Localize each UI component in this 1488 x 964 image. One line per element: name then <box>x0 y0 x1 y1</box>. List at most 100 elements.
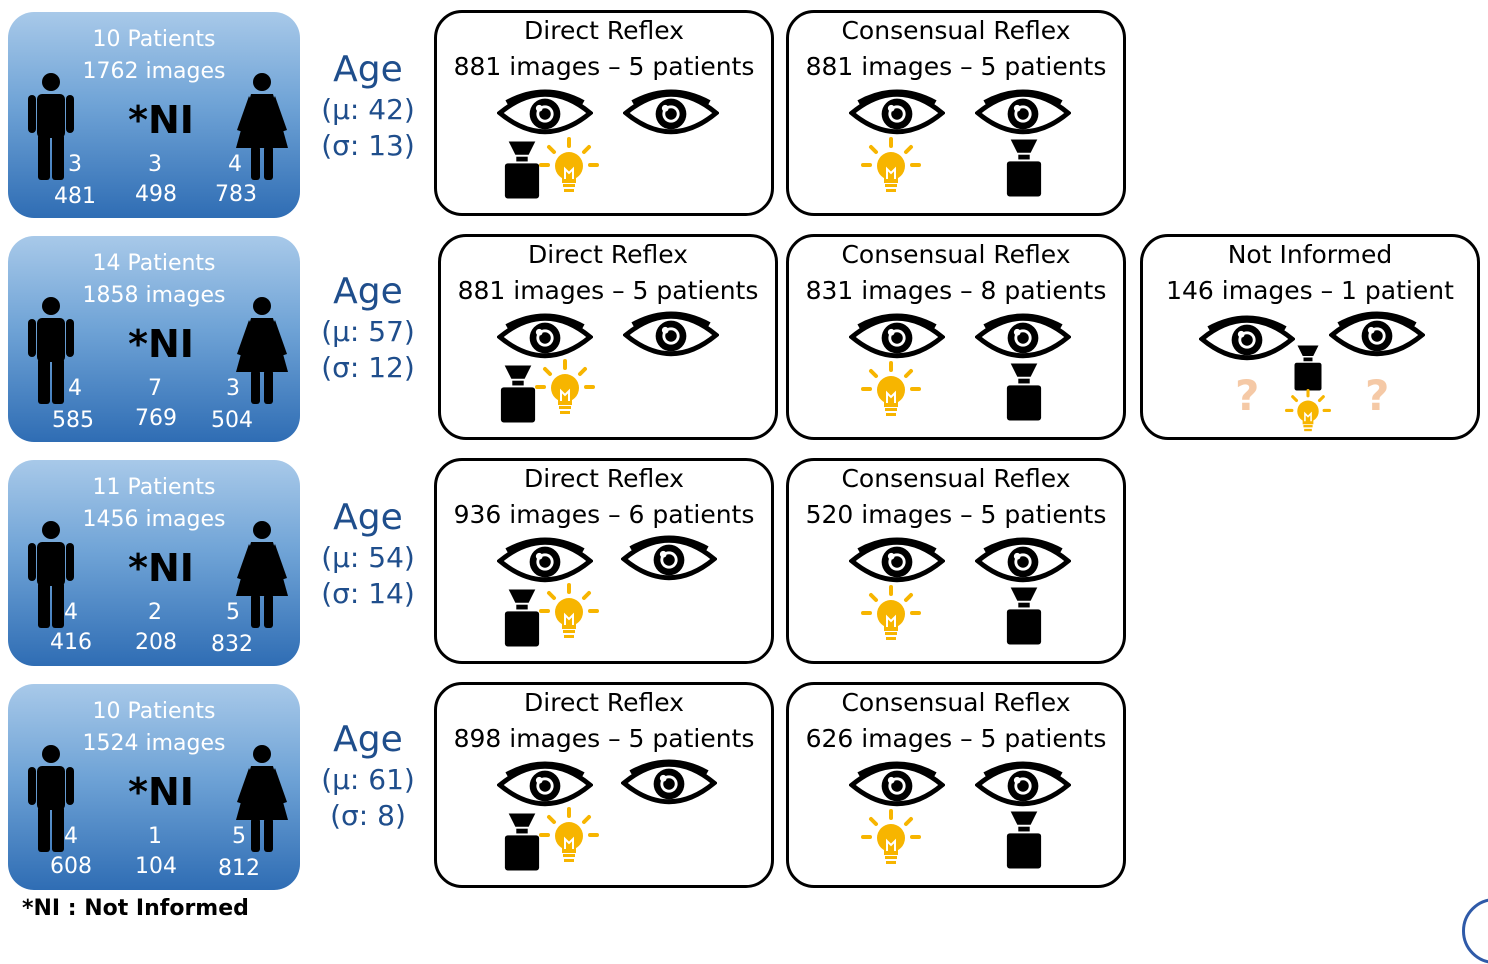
consensual-reflex-box-1: Consensual Reflex 881 images – 5 patient… <box>786 10 1126 216</box>
dataset-panel-1: 10 Patients 1762 images *NI 3 3 4 481 49… <box>8 12 300 218</box>
eye-icon <box>975 313 1071 361</box>
corner-decoration <box>1462 898 1488 964</box>
direct-reflex-box-4: Direct Reflex 898 images – 5 patients <box>434 682 774 888</box>
age-mean: (μ: 61) <box>321 763 415 796</box>
eye-icon <box>849 89 945 137</box>
light-bulb-icon <box>861 585 921 645</box>
box-title: Not Informed <box>1227 240 1393 269</box>
ni-mark: *NI <box>128 322 194 366</box>
female-images: 812 <box>218 856 260 881</box>
ni-count: 7 <box>148 376 162 401</box>
eye-icon <box>1329 311 1425 359</box>
female-images: 504 <box>211 408 253 433</box>
age-summary-2: Age (μ: 57) (σ: 12) <box>312 270 424 386</box>
patients-count: 14 Patients <box>92 251 216 276</box>
age-mean: (μ: 57) <box>321 315 415 348</box>
eye-icon <box>849 313 945 361</box>
camera-icon <box>1293 345 1323 391</box>
male-count: 4 <box>64 600 78 625</box>
consensual-reflex-box-3: Consensual Reflex 520 images – 5 patient… <box>786 458 1126 664</box>
eye-icon <box>975 89 1071 137</box>
camera-icon <box>503 813 541 871</box>
eye-icon <box>1199 315 1295 363</box>
consensual-reflex-box-4: Consensual Reflex 626 images – 5 patient… <box>786 682 1126 888</box>
box-title: Consensual Reflex <box>841 240 1071 269</box>
camera-icon <box>1005 811 1043 869</box>
male-images: 608 <box>50 854 92 879</box>
female-figure-icon <box>234 296 290 406</box>
camera-icon <box>1005 139 1043 197</box>
light-bulb-icon <box>861 137 921 197</box>
box-title: Consensual Reflex <box>841 688 1071 717</box>
eye-icon <box>621 759 717 807</box>
box-title: Direct Reflex <box>528 240 688 269</box>
ni-images: 104 <box>135 854 177 879</box>
eye-icon <box>975 537 1071 585</box>
eye-icon <box>623 311 719 359</box>
male-images: 585 <box>52 408 94 433</box>
eye-icon <box>497 313 593 361</box>
light-bulb-icon <box>539 807 599 867</box>
female-figure-icon <box>234 72 290 182</box>
direct-reflex-box-3: Direct Reflex 936 images – 6 patients <box>434 458 774 664</box>
male-count: 4 <box>68 376 82 401</box>
images-count: 1858 images <box>82 283 226 308</box>
eye-icon <box>849 537 945 585</box>
light-bulb-icon <box>535 359 595 419</box>
question-mark-icon: ? <box>1365 371 1390 420</box>
ni-footnote: *NI : Not Informed <box>22 896 249 921</box>
images-count: 1524 images <box>82 731 226 756</box>
eye-icon <box>497 537 593 585</box>
box-subtitle: 898 images – 5 patients <box>453 724 755 753</box>
male-count: 3 <box>68 152 82 177</box>
direct-reflex-box-2: Direct Reflex 881 images – 5 patients <box>438 234 778 440</box>
age-summary-4: Age (μ: 61) (σ: 8) <box>312 718 424 834</box>
age-label: Age <box>333 719 403 760</box>
light-bulb-icon <box>861 361 921 421</box>
light-bulb-icon <box>861 809 921 869</box>
box-subtitle: 520 images – 5 patients <box>805 500 1107 529</box>
male-images: 416 <box>50 630 92 655</box>
age-label: Age <box>333 271 403 312</box>
box-title: Direct Reflex <box>524 464 684 493</box>
light-bulb-icon <box>539 583 599 643</box>
age-label: Age <box>333 497 403 538</box>
age-sd: (σ: 14) <box>321 577 415 610</box>
age-summary-1: Age (μ: 42) (σ: 13) <box>312 48 424 164</box>
light-bulb-icon <box>1285 389 1331 435</box>
box-title: Direct Reflex <box>524 16 684 45</box>
female-images: 832 <box>211 632 253 657</box>
female-images: 783 <box>215 182 257 207</box>
age-sd: (σ: 12) <box>321 351 415 384</box>
eye-icon <box>849 761 945 809</box>
box-title: Direct Reflex <box>524 688 684 717</box>
female-count: 3 <box>226 376 240 401</box>
box-subtitle: 881 images – 5 patients <box>457 276 759 305</box>
age-sd: (σ: 8) <box>330 799 406 832</box>
consensual-reflex-box-2: Consensual Reflex 831 images – 8 patient… <box>786 234 1126 440</box>
ni-images: 769 <box>135 406 177 431</box>
ni-images: 498 <box>135 182 177 207</box>
box-subtitle: 936 images – 6 patients <box>453 500 755 529</box>
box-title: Consensual Reflex <box>841 464 1071 493</box>
ni-mark: *NI <box>128 98 194 142</box>
male-count: 4 <box>64 824 78 849</box>
dataset-panel-2: 14 Patients 1858 images *NI 4 7 3 585 76… <box>8 236 300 442</box>
eye-icon <box>621 535 717 583</box>
age-label: Age <box>333 49 403 90</box>
male-images: 481 <box>54 184 96 209</box>
patients-count: 10 Patients <box>92 699 216 724</box>
ni-mark: *NI <box>128 546 194 590</box>
box-subtitle: 881 images – 5 patients <box>805 52 1107 81</box>
camera-icon <box>1005 363 1043 421</box>
ni-count: 1 <box>148 824 162 849</box>
dataset-panel-3: 11 Patients 1456 images *NI 4 2 5 416 20… <box>8 460 300 666</box>
box-subtitle: 881 images – 5 patients <box>453 52 755 81</box>
patients-count: 11 Patients <box>92 475 216 500</box>
female-figure-icon <box>234 520 290 630</box>
camera-icon <box>503 141 541 199</box>
light-bulb-icon <box>539 137 599 197</box>
dataset-panel-4: 10 Patients 1524 images *NI 4 1 5 608 10… <box>8 684 300 890</box>
box-subtitle: 146 images – 1 patient <box>1166 276 1454 305</box>
patients-count: 10 Patients <box>92 27 216 52</box>
